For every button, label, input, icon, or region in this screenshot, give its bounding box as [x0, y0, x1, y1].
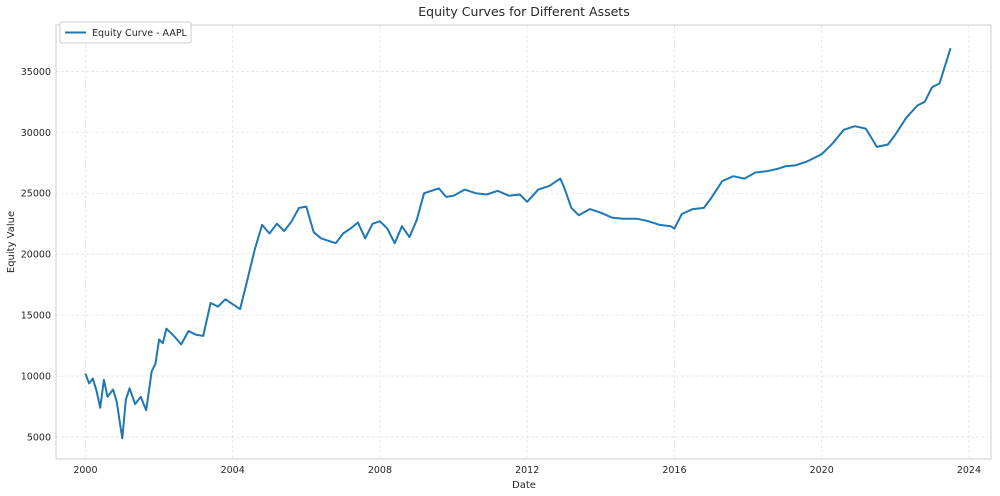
- chart-title: Equity Curves for Different Assets: [418, 4, 629, 19]
- y-tick-label: 25000: [21, 189, 51, 200]
- x-tick-label: 2020: [810, 465, 834, 476]
- y-tick-label: 20000: [21, 250, 51, 261]
- x-tick-label: 2024: [957, 465, 981, 476]
- x-tick-label: 2008: [368, 465, 392, 476]
- y-tick-label: 35000: [21, 67, 51, 78]
- series-lines: [84, 47, 952, 440]
- legend: Equity Curve - AAPL: [59, 21, 192, 44]
- x-tick-label: 2016: [662, 465, 686, 476]
- y-axis-label: Equity Value: [6, 211, 17, 273]
- y-tick-label: 10000: [21, 372, 51, 383]
- y-tick-label: 15000: [21, 311, 51, 322]
- plot-frame: [55, 24, 992, 460]
- x-tick-label: 2000: [73, 465, 97, 476]
- legend-entry-label: Equity Curve - AAPL: [92, 28, 188, 39]
- grid-lines: [56, 25, 991, 459]
- x-tick-label: 2004: [221, 465, 245, 476]
- y-tick-label: 30000: [21, 128, 51, 139]
- x-axis-label: Date: [512, 480, 536, 491]
- x-axis-ticks: 2000 2004 2008 2012 2016 2020 2024: [73, 465, 981, 476]
- equity-curve-line: [84, 47, 952, 440]
- x-tick-label: 2012: [515, 465, 539, 476]
- legend-box: [59, 21, 192, 44]
- y-tick-label: 5000: [27, 433, 51, 444]
- y-axis-ticks: 5000 10000 15000 20000 25000 30000 35000: [21, 67, 51, 444]
